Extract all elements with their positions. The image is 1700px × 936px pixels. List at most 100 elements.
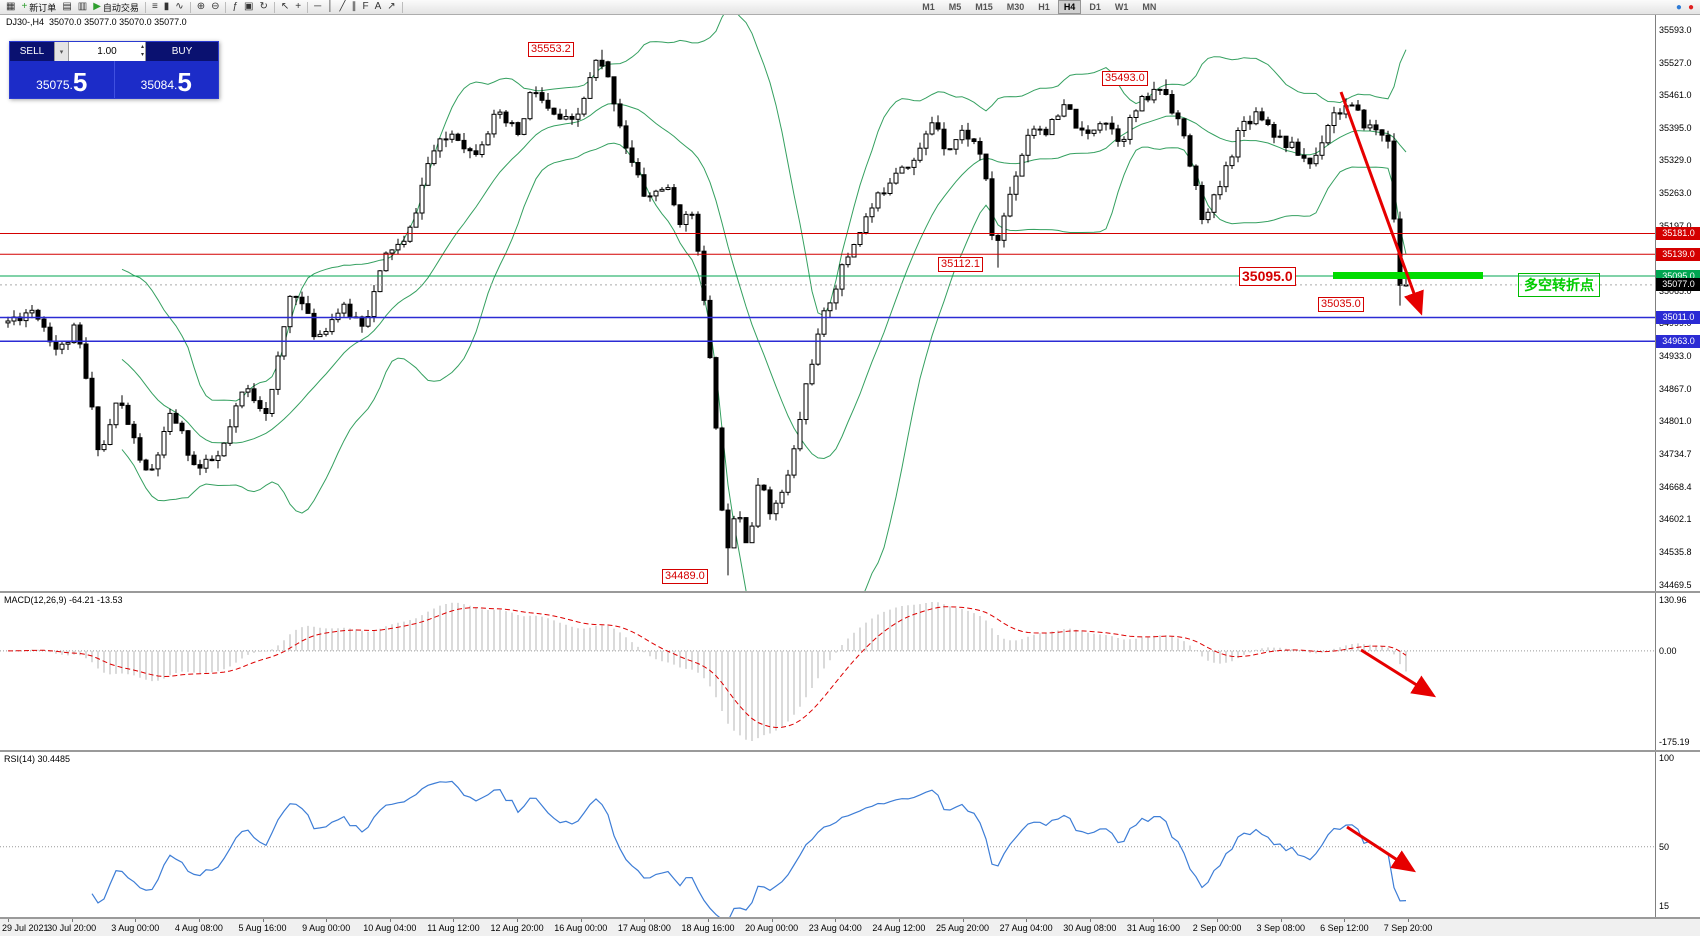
price-tag[interactable]: 35095.0: [1239, 267, 1296, 286]
toolbar: ▦ + 新订单 ▤ ▥ ▶ 自动交易 ≡ ▮ ∿ ⊕ ⊖ ƒ ▣ ↻ ↖ + ─ │ ╱ ∥ F A ↗ M1 M5 M15 M30 H…: [0, 0, 1700, 15]
time-tick: [1026, 919, 1028, 922]
trendline-icon: ╱: [339, 1, 346, 12]
timeframe-w1-button[interactable]: W1: [1114, 2, 1129, 12]
buy-price[interactable]: 35084. 5: [140, 67, 192, 97]
time-label: 5 Aug 16:00: [238, 923, 287, 933]
panel-splitter[interactable]: [0, 750, 1700, 752]
text-icon[interactable]: A: [372, 1, 385, 14]
time-tick: [708, 919, 709, 922]
turning-point-note[interactable]: 多空转折点: [1518, 273, 1600, 297]
crosshair-icon[interactable]: +: [292, 1, 304, 14]
fibonacci-icon: F: [362, 1, 369, 12]
time-label: 25 Aug 20:00: [936, 923, 990, 933]
objects-icon[interactable]: ▣: [241, 1, 256, 14]
rsi-down-arrow: [1346, 825, 1417, 873]
timeframe-m15-button[interactable]: M15: [975, 2, 993, 12]
macd-down-arrow: [1360, 648, 1437, 698]
price-tick-label: 34535.8: [1659, 547, 1692, 558]
crosshair-icon: +: [295, 1, 302, 12]
time-label: 30 Aug 08:00: [1063, 923, 1117, 933]
time-tick: [8, 919, 9, 922]
price-tag[interactable]: 35035.0: [1318, 297, 1364, 312]
price-tick-label: 35461.0: [1659, 90, 1692, 101]
toolbar-separator: [225, 1, 227, 13]
price-tag[interactable]: 35493.0: [1102, 71, 1148, 86]
price-tag[interactable]: 35553.2: [528, 42, 574, 57]
timeframe-m30-button[interactable]: M30: [1006, 2, 1025, 12]
timeframe-m5-button[interactable]: M5: [948, 2, 962, 12]
equidistant-channel-icon[interactable]: ∥: [348, 1, 359, 14]
sell-button[interactable]: SELL: [10, 42, 54, 61]
volume-field[interactable]: 1.00 ▴ ▾: [69, 42, 146, 61]
chart-symbol-ohlc: DJ30-,H4 35070.0 35077.0 35070.0 35077.0: [6, 17, 187, 27]
main-chart-panel[interactable]: DJ30-,H4 35070.0 35077.0 35070.0 35077.0…: [0, 15, 1655, 591]
spinner-down-icon[interactable]: ▾: [140, 52, 144, 58]
auto-trading-button[interactable]: ▶ 自动交易: [90, 1, 142, 14]
alert-badge-icon[interactable]: ●: [1685, 1, 1697, 14]
indicators-icon[interactable]: ƒ: [229, 1, 241, 14]
trendline-icon[interactable]: ╱: [336, 1, 348, 14]
cursor-icon[interactable]: ↖: [278, 1, 292, 14]
time-axis[interactable]: 29 Jul 2021 30 Jul 20:00 3 Aug 00:00 4 Aug …: [0, 919, 1700, 936]
timeframe-h1-button[interactable]: H1: [1038, 2, 1050, 12]
level-price-box: 35181.0: [1656, 227, 1700, 241]
rsi-axis-bottom: 15: [1659, 901, 1670, 911]
buy-button[interactable]: BUY: [146, 42, 218, 61]
time-label: 10 Aug 04:00: [363, 923, 417, 933]
timeframe-h4-button[interactable]: H4: [1057, 0, 1082, 14]
time-label: 3 Aug 00:00: [111, 923, 160, 933]
time-tick: [1280, 919, 1282, 922]
objects-icon: ▣: [244, 1, 254, 12]
bars-chart-icon[interactable]: ≡: [149, 1, 161, 14]
time-tick: [962, 919, 964, 922]
time-tick: [644, 919, 646, 922]
price-tick-label: 34867.0: [1659, 383, 1692, 394]
timeframe-d1-button[interactable]: D1: [1089, 2, 1101, 12]
time-label: 16 Aug 00:00: [554, 923, 608, 933]
rsi-panel[interactable]: RSI(14) 30.4485: [0, 752, 1655, 917]
fibonacci-icon[interactable]: F: [359, 1, 371, 14]
vline-icon[interactable]: │: [324, 1, 336, 14]
text-icon: A: [374, 1, 382, 12]
community-icon[interactable]: ●: [1673, 1, 1685, 14]
price-axis[interactable]: 130.96 0.00 -175.19 100 50 15 35593.0 355…: [1655, 15, 1700, 919]
line-chart-icon[interactable]: ∿: [172, 1, 186, 14]
hline-icon[interactable]: ─: [311, 1, 324, 14]
macd-axis-min: -175.19: [1659, 737, 1690, 747]
macd-panel[interactable]: MACD(12,26,9) -64.21 -13.53: [0, 593, 1655, 750]
time-tick: [326, 919, 328, 922]
time-label: 3 Sep 08:00: [1256, 923, 1305, 933]
price-tag[interactable]: 34489.0: [662, 569, 708, 584]
time-tick: [1153, 919, 1155, 922]
order-type-dropdown[interactable]: ▾: [54, 42, 69, 61]
candles-chart-icon[interactable]: ▮: [161, 1, 173, 14]
new-order-icon: +: [21, 1, 28, 12]
zoom-out-icon[interactable]: ⊖: [208, 1, 222, 14]
panel-splitter[interactable]: [0, 591, 1700, 593]
price-tick-label: 35593.0: [1659, 25, 1692, 35]
rsi-chart-canvas: [0, 780, 1655, 917]
timeframe-mn-button[interactable]: MN: [1142, 2, 1157, 12]
zoom-in-icon[interactable]: ⊕: [194, 1, 208, 14]
timeframe-m1-button[interactable]: M1: [922, 2, 935, 12]
sell-price[interactable]: 35075. 5: [10, 61, 115, 98]
time-label: 2 Sep 00:00: [1192, 923, 1242, 933]
bollinger-upper-band: [121, 15, 1407, 402]
time-label: 12 Aug 20:00: [490, 923, 544, 933]
price-tag[interactable]: 35112.1: [938, 257, 983, 272]
refresh-icon[interactable]: ↻: [256, 1, 270, 14]
equidistant-channel-icon: ∥: [351, 1, 357, 12]
new-order-button[interactable]: + 新订单: [18, 1, 59, 14]
spinner-up-icon[interactable]: ▴: [140, 44, 144, 50]
price-tick-label: 35527.0: [1659, 57, 1692, 68]
new-chart-icon[interactable]: ▦: [3, 1, 18, 14]
macd-signal-line: [7, 606, 1407, 729]
indicators-icon: ƒ: [232, 1, 239, 12]
arrow-tool-icon[interactable]: ↗: [384, 1, 398, 14]
panel-splitter[interactable]: [0, 917, 1700, 919]
symbol-label: DJ30-,H4: [6, 17, 45, 27]
profiles-icon[interactable]: ▥: [75, 1, 90, 14]
tile-windows-icon[interactable]: ▤: [59, 1, 74, 14]
price-tick-label: 35329.0: [1659, 155, 1692, 166]
volume-spinner[interactable]: ▴ ▾: [141, 43, 144, 59]
